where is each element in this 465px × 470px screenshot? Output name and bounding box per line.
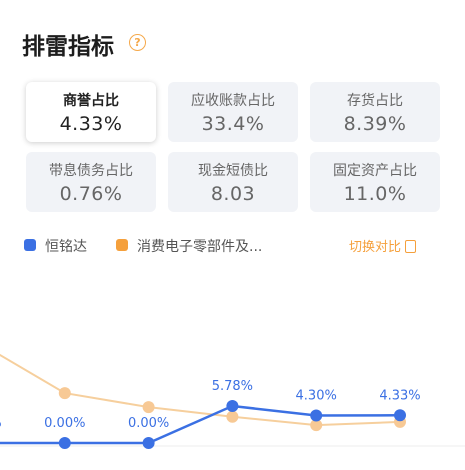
metric-value: 8.03 xyxy=(210,183,256,205)
data-point xyxy=(226,410,239,423)
metric-value: 8.39% xyxy=(343,113,407,135)
legend-swatch xyxy=(24,239,36,251)
metric-card[interactable]: 带息债务占比 0.76% xyxy=(26,152,156,212)
data-label: 0.00% xyxy=(44,416,85,431)
data-point xyxy=(226,400,239,413)
data-point xyxy=(142,437,155,449)
title: 排雷指标 xyxy=(22,34,114,60)
data-point xyxy=(310,409,323,422)
data-label: 0.00% xyxy=(128,416,169,431)
metric-value: 33.4% xyxy=(201,113,265,135)
data-label: 4.33% xyxy=(379,388,420,403)
metric-card[interactable]: 商誉占比 4.33% xyxy=(26,82,156,142)
data-label: 4.30% xyxy=(296,388,337,403)
metric-label: 固定资产占比 xyxy=(333,163,417,179)
data-point xyxy=(394,409,406,422)
data-label: 0.00% xyxy=(0,416,2,431)
toggle-compare[interactable]: 切换对比 xyxy=(349,236,417,255)
metric-value: 11.0% xyxy=(343,183,407,205)
legend-label[interactable]: 消费电子零部件及... xyxy=(137,239,263,255)
metric-label: 应收账款占比 xyxy=(191,93,275,109)
data-point xyxy=(58,437,71,449)
series-line xyxy=(0,404,401,445)
series-line xyxy=(0,353,401,427)
metric-card[interactable]: 固定资产占比 11.0% xyxy=(310,152,440,212)
data-point xyxy=(58,387,71,400)
data-point xyxy=(310,419,323,432)
metric-label: 现金短债比 xyxy=(198,163,268,179)
metric-label: 存货占比 xyxy=(347,93,403,109)
metric-card[interactable]: 应收账款占比 33.4% xyxy=(168,82,298,142)
data-point xyxy=(142,401,155,414)
metric-card[interactable]: 存货占比 8.39% xyxy=(310,82,440,142)
help-icon[interactable]: ? xyxy=(129,34,146,51)
toggle-label: 切换对比 xyxy=(349,240,402,255)
legend-swatch xyxy=(116,239,128,251)
toggle-icon xyxy=(405,240,417,253)
metric-value: 4.33% xyxy=(59,113,123,135)
metric-label: 带息债务占比 xyxy=(49,163,133,179)
metric-value: 0.76% xyxy=(59,183,123,205)
metric-label: 商誉占比 xyxy=(63,93,119,109)
legend-label[interactable]: 恒铭达 xyxy=(45,239,87,255)
data-label: 5.78% xyxy=(212,379,253,394)
metric-card[interactable]: 现金短债比 8.03 xyxy=(168,152,298,212)
